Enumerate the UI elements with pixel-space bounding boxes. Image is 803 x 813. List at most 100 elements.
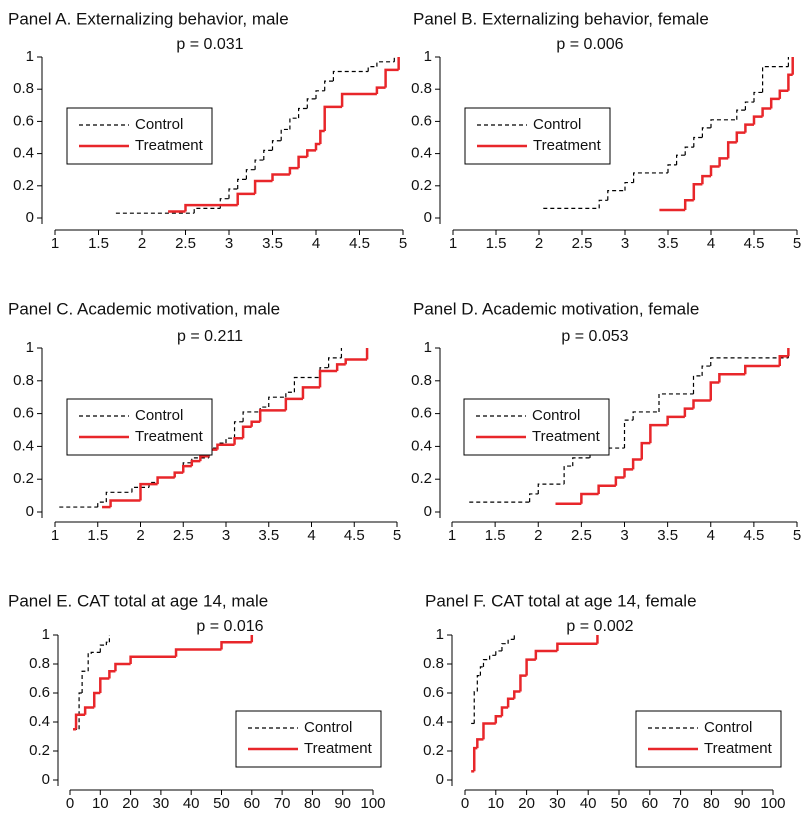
ecdf-step: [513, 690, 521, 699]
x-tick-label: 3: [621, 235, 629, 252]
x-tick-label: 30: [153, 795, 170, 812]
ecdf-step: [344, 358, 368, 365]
ecdf-step: [74, 713, 86, 730]
ecdf-step: [306, 98, 316, 109]
ecdf-step: [139, 482, 158, 501]
ecdf-step: [597, 484, 616, 494]
y-tick-label: 0.2: [423, 742, 444, 759]
ecdf-step: [228, 188, 238, 199]
ecdf-step: [288, 166, 299, 175]
ecdf-step: [693, 136, 703, 148]
ecdf-step: [769, 97, 780, 109]
ecdf-step: [306, 149, 316, 157]
ecdf-step: [258, 409, 286, 422]
ecdf-step: [482, 722, 496, 740]
ecdf-step: [684, 146, 694, 156]
x-tick-label: 80: [703, 795, 720, 812]
x-tick-label: 2.5: [173, 527, 194, 544]
ecdf-step: [489, 654, 496, 660]
ecdf-step: [92, 691, 101, 708]
x-tick-label: 2.5: [572, 235, 593, 252]
y-tick-label: 0.6: [13, 112, 34, 129]
x-tick-label: 1: [449, 235, 457, 252]
x-tick-label: 60: [641, 795, 658, 812]
x-tick-label: 4: [707, 235, 715, 252]
ecdf-step: [220, 641, 252, 650]
ecdf-step: [90, 651, 101, 654]
ecdf-step: [87, 653, 92, 672]
legend-box: [464, 107, 611, 165]
ecdf-step: [624, 181, 634, 191]
ecdf-step: [479, 666, 484, 676]
legend-label: Treatment: [135, 137, 204, 154]
ecdf-step: [376, 61, 395, 67]
ecdf-step: [340, 92, 377, 107]
x-tick-label: 80: [304, 795, 321, 812]
ecdf-step: [787, 73, 793, 91]
ecdf-step: [472, 746, 478, 772]
ecdf-step: [744, 101, 754, 111]
ecdf-step: [506, 697, 515, 708]
ecdf-step: [692, 182, 703, 201]
ecdf-step: [753, 91, 763, 103]
ecdf-step: [683, 199, 694, 210]
ecdf-step: [580, 492, 599, 504]
ecdf-step: [108, 670, 116, 679]
legend-box: [463, 398, 610, 456]
ecdf-step: [335, 363, 346, 371]
x-tick-label: 3.5: [657, 527, 678, 544]
ecdf-step: [640, 441, 651, 460]
x-tick-label: 0: [461, 795, 469, 812]
x-tick-label: 4: [307, 527, 315, 544]
ecdf-step: [314, 142, 321, 151]
x-tick-label: 3: [222, 527, 230, 544]
ecdf-step: [301, 386, 321, 399]
x-tick-label: 2: [535, 235, 543, 252]
ecdf-step: [683, 407, 694, 417]
x-tick-label: 30: [549, 795, 566, 812]
ecdf-step: [253, 179, 273, 194]
ecdf-step: [131, 486, 150, 493]
y-tick-label: 0: [26, 503, 34, 520]
ecdf-step: [476, 675, 481, 692]
y-tick-label: 0.2: [29, 742, 50, 759]
ecdf-step: [323, 105, 343, 132]
p-value: p = 0.053: [561, 328, 628, 345]
ecdf-step: [709, 165, 720, 177]
ecdf-step: [298, 107, 308, 119]
ecdf-step: [598, 199, 608, 209]
ecdf-step: [184, 203, 238, 212]
x-tick-label: 100: [360, 795, 385, 812]
y-tick-label: 0: [424, 209, 432, 226]
ecdf-step: [761, 107, 772, 117]
x-tick-label: 4.5: [344, 527, 365, 544]
ecdf-step: [216, 443, 235, 450]
legend-label: Control: [533, 116, 581, 133]
x-tick-label: 1.5: [87, 527, 108, 544]
ecdf-step: [501, 643, 509, 651]
ecdf-step: [701, 365, 711, 376]
x-tick-label: 60: [243, 795, 260, 812]
y-tick-label: 0: [26, 209, 34, 226]
ecdf-step: [632, 411, 659, 421]
y-tick-label: 0.8: [13, 372, 34, 389]
ecdf-step: [667, 164, 677, 173]
ecdf-step: [114, 662, 131, 672]
ecdf-step: [709, 381, 720, 401]
x-tick-label: 5: [393, 527, 401, 544]
ecdf-step: [563, 465, 573, 485]
ecdf-step: [182, 464, 192, 473]
ecdf-step: [572, 457, 590, 467]
ecdf-step: [718, 372, 746, 383]
ecdf-step: [649, 423, 668, 444]
x-tick-label: 10: [487, 795, 504, 812]
legend-label: Treatment: [533, 137, 602, 154]
legend-label: Treatment: [304, 740, 373, 757]
x-tick-label: 4.5: [349, 235, 370, 252]
ecdf-step: [752, 115, 763, 125]
y-tick-label: 0.2: [13, 177, 34, 194]
ecdf-step: [736, 109, 746, 120]
ecdf-step: [83, 706, 95, 715]
ecdf-step: [482, 659, 490, 667]
